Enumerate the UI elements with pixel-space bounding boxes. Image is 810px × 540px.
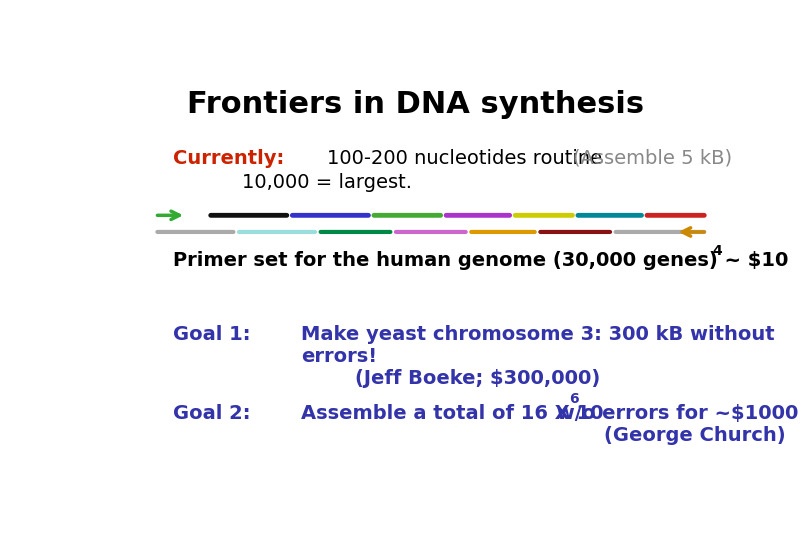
Text: 10,000 = largest.: 10,000 = largest. <box>242 173 412 192</box>
Text: 100-200 nucleotides routine: 100-200 nucleotides routine <box>327 149 608 168</box>
Text: Frontiers in DNA synthesis: Frontiers in DNA synthesis <box>186 90 644 119</box>
Text: Primer set for the human genome (30,000 genes) ~ $10: Primer set for the human genome (30,000 … <box>173 251 789 269</box>
Text: Make yeast chromosome 3: 300 kB without
errors!
        (Jeff Boeke; $300,000): Make yeast chromosome 3: 300 kB without … <box>301 325 774 388</box>
Text: w/o errors for ~$1000
        (George Church): w/o errors for ~$1000 (George Church) <box>550 404 798 444</box>
Text: Assemble a total of 16 X 10: Assemble a total of 16 X 10 <box>301 404 603 423</box>
Text: (Assemble 5 kB): (Assemble 5 kB) <box>573 149 732 168</box>
Text: Currently:: Currently: <box>173 149 292 168</box>
Text: Goal 1:: Goal 1: <box>173 325 258 343</box>
Text: 6: 6 <box>569 392 578 406</box>
Text: 4: 4 <box>713 244 723 258</box>
Text: Goal 2:: Goal 2: <box>173 404 258 423</box>
